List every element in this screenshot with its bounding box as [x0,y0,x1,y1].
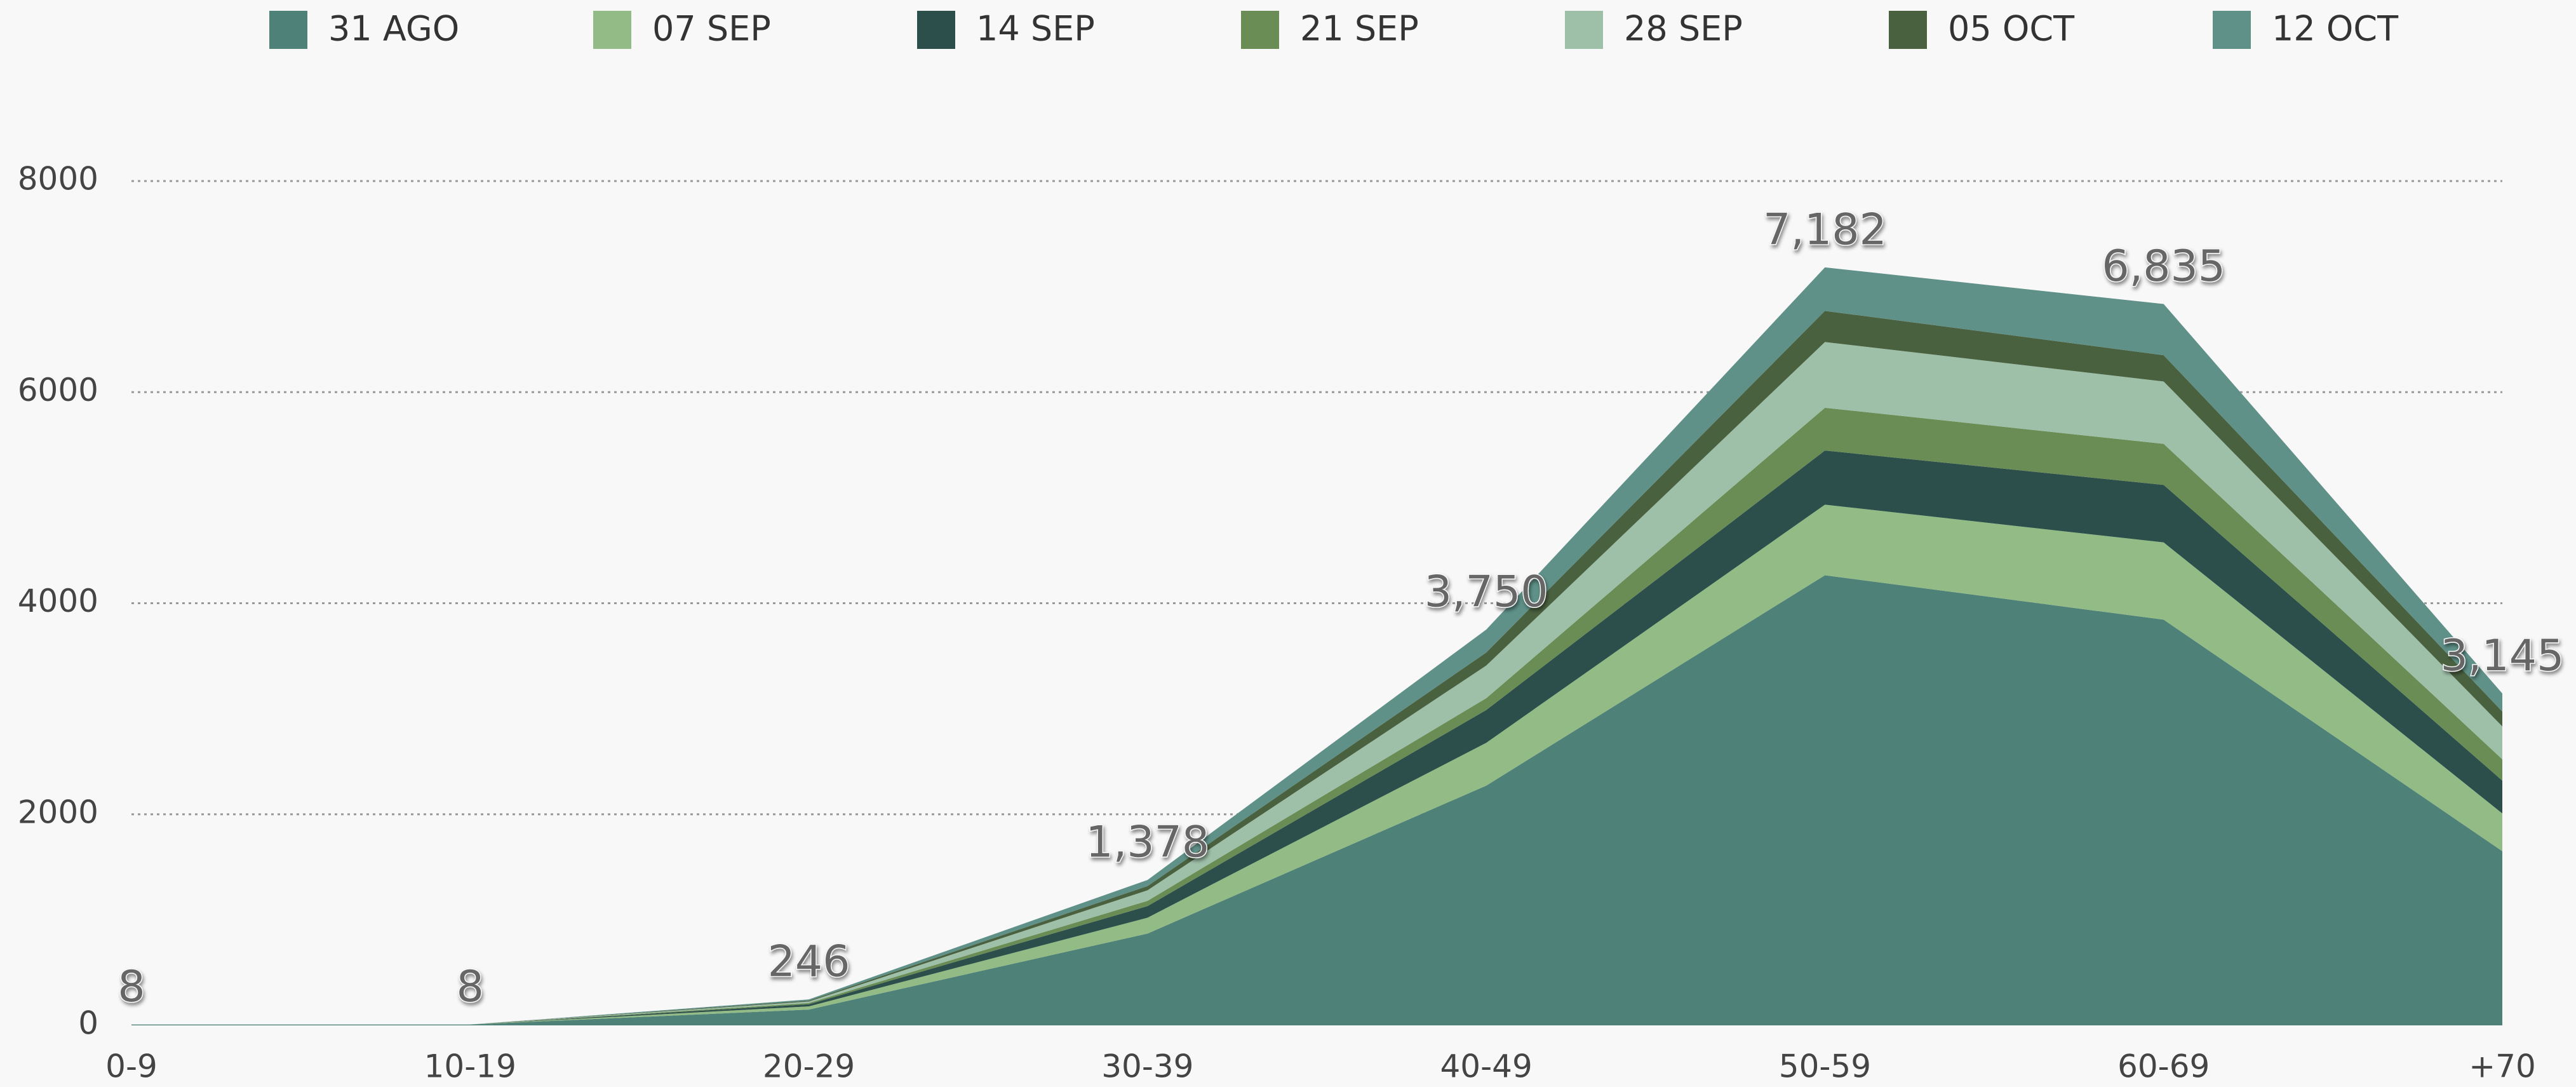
legend-label: 07 SEP [652,9,771,49]
total-label: 6,835 [2102,241,2225,292]
x-tick-label: 20-29 [763,1048,855,1085]
total-label: 1,378 [1086,818,1210,868]
legend-swatch [269,11,307,49]
x-tick-label: 0-9 [105,1048,158,1085]
legend-label: 14 SEP [976,9,1095,49]
total-label: 8 [117,962,145,1012]
legend-swatch [1241,11,1279,49]
legend-swatch [1889,11,1927,49]
legend-swatch [2213,11,2251,49]
labels: 0-9 10-19 20-29 30-39 40-49 50-59 60-69 +70 8 8 24… [105,9,2565,1085]
x-tick-label: +70 [2469,1048,2536,1085]
total-label: 3,145 [2441,631,2565,681]
y-tick-label: 0 [78,1005,98,1042]
x-tick-label: 60-69 [2117,1048,2210,1085]
legend-swatch [593,11,631,49]
legend-label: 12 OCT [2272,9,2399,49]
legend-label: 31 AGO [328,9,459,49]
legend-label: 28 SEP [1624,9,1743,49]
legend-swatch [917,11,955,49]
legend-swatch [1565,11,1603,49]
area [131,575,2502,1025]
x-tick-label: 50-59 [1779,1048,1871,1085]
y-tick-label: 8000 [18,161,98,198]
legend-label: 21 SEP [1300,9,1419,49]
total-label: 7,182 [1763,205,1887,255]
legend-label: 05 OCT [1948,9,2075,49]
y-tick-label: 4000 [18,583,98,619]
areas [131,267,2502,1025]
x-tick-label: 40-49 [1440,1048,1532,1085]
total-label: 246 [768,937,850,987]
y-tick-label: 2000 [18,793,98,830]
total-label: 3,750 [1425,567,1548,618]
x-tick-label: 10-19 [424,1048,516,1085]
total-label: 8 [457,962,484,1012]
x-tick-label: 30-39 [1101,1048,1193,1085]
y-tick-label: 6000 [18,372,98,408]
